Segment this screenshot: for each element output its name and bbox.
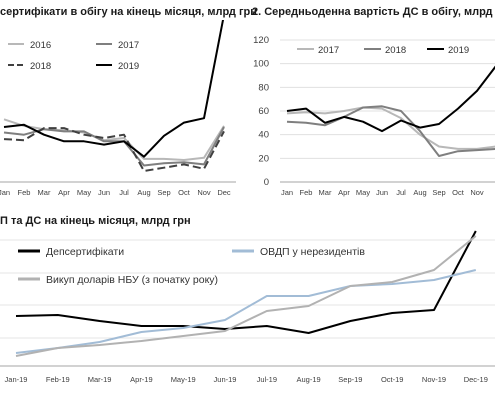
chart-3-x-tick-label: Apr-19 [130,375,153,384]
chart-1: сертифікати в обігу на кінець місяця, мл… [0,6,257,197]
chart-1-x-tick-label: Aug [137,188,150,197]
chart-2-x-tick-label: Nov [470,188,484,197]
chart-2-x-tick-label: Sep [432,188,445,197]
chart-1-series-2019-line [3,20,225,158]
chart-2-y-tick-label: 80 [258,82,269,93]
chart-1-x-tick-label: Sep [157,188,170,197]
chart-3: П та ДС на кінець місяця, млрд грн Jan-1… [0,215,495,384]
chart-3-x-tick-label: Oct-19 [381,375,404,384]
chart-3-x-tick-label: Nov-19 [422,375,446,384]
chart-3-series-викуп-доларів-нбу-з-початку-року--line [15,235,477,357]
chart-1-x-tick-label: Feb [18,188,31,197]
chart-2-legend-label: 2019 [448,45,469,56]
chart-1-legend-label: 2018 [30,61,51,72]
chart-3-x-tick-label: May-19 [171,375,196,384]
chart-2-y-tick-label: 0 [264,177,269,188]
chart-2-x-tick-label: Jun [376,188,388,197]
chart-1-x-tick-label: Jul [119,188,129,197]
chart-1-x-tick-label: Oct [178,188,191,197]
chart-2-series-2018-line [286,105,495,157]
chart-2-x-tick-label: Jul [396,188,406,197]
chart-3-x-tick-label: Jul-19 [257,375,277,384]
chart-2-series-2019-line [286,65,495,133]
chart-3-x-tick-label: Aug-19 [297,375,321,384]
chart-1-series-2016-line [3,118,225,161]
chart-1-x-tick-label: Dec [217,188,231,197]
chart-3-x-tick-label: Jan-19 [5,375,28,384]
chart-1-legend-label: 2019 [118,61,139,72]
chart-2-x-tick-label: Apr [338,188,350,197]
chart-1-x-tick-label: Nov [197,188,211,197]
chart-3-series-депсертифікати-line [15,230,477,334]
chart-1-x-tick-label: Jan [0,188,10,197]
chart-1-x-tick-label: Jun [98,188,110,197]
chart-3-legend-label: Викуп доларів НБУ (з початку року) [46,274,218,286]
chart-3-legend-label: ОВДП у нерезидентів [260,246,365,258]
chart-1-x-tick-label: Apr [58,188,70,197]
chart-3-legend-label: Депсертифікати [46,246,124,258]
chart-3-title: П та ДС на кінець місяця, млрд грн [0,215,191,227]
chart-2-legend-label: 2018 [385,45,406,56]
chart-1-x-tick-label: May [77,188,91,197]
chart-3-x-tick-label: Sep-19 [338,375,362,384]
chart-3-x-tick-label: Mar-19 [88,375,112,384]
chart-2-x-tick-label: Jan [281,188,293,197]
chart-2-series-2017-line [286,106,495,150]
chart-2-x-tick-label: Feb [300,188,313,197]
chart-1-series-2018-line [3,127,225,172]
chart-2-y-tick-label: 20 [258,153,269,164]
chart-1-legend-label: 2016 [30,40,51,51]
chart-2-y-tick-label: 40 [258,130,269,141]
chart-2-y-tick-label: 120 [253,35,269,46]
chart-2-x-tick-label: Aug [413,188,426,197]
chart-2-x-tick-label: Mar [319,188,332,197]
chart-1-title: сертифікати в обігу на кінець місяця, мл… [0,6,257,18]
chart-2-title: 2. Середньоденна вартість ДС в обігу, мл… [252,6,495,18]
chart-2: 2. Середньоденна вартість ДС в обігу, мл… [252,6,495,197]
chart-2-y-tick-label: 60 [258,106,269,117]
chart-2-legend-label: 2017 [318,45,339,56]
chart-3-series-овдп-у-нерезидентів-line [15,269,477,354]
chart-2-y-tick-label: 100 [253,59,269,70]
chart-1-x-tick-label: Mar [38,188,51,197]
chart-2-x-tick-label: May [356,188,370,197]
chart-1-legend-label: 2017 [118,40,139,51]
chart-2-x-tick-label: Oct [452,188,465,197]
chart-3-x-tick-label: Feb-19 [46,375,70,384]
chart-3-x-tick-label: Dec-19 [464,375,488,384]
chart-3-x-tick-label: Jun-19 [214,375,237,384]
